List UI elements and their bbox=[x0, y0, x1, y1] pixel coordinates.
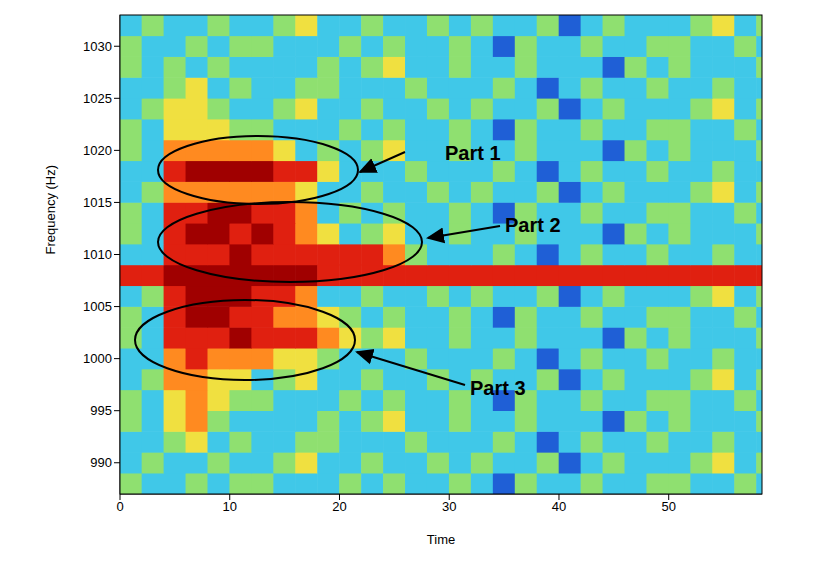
svg-text:1020: 1020 bbox=[83, 143, 112, 158]
svg-text:1005: 1005 bbox=[83, 299, 112, 314]
svg-text:Time: Time bbox=[427, 532, 455, 547]
svg-text:1030: 1030 bbox=[83, 39, 112, 54]
svg-text:Part 3: Part 3 bbox=[470, 377, 526, 399]
svg-text:20: 20 bbox=[332, 499, 346, 514]
svg-text:10: 10 bbox=[223, 499, 237, 514]
svg-text:990: 990 bbox=[90, 455, 112, 470]
svg-text:995: 995 bbox=[90, 403, 112, 418]
svg-text:40: 40 bbox=[552, 499, 566, 514]
svg-text:Part 1: Part 1 bbox=[445, 142, 501, 164]
svg-text:1000: 1000 bbox=[83, 351, 112, 366]
svg-text:Frequency (Hz): Frequency (Hz) bbox=[43, 165, 58, 255]
svg-text:1025: 1025 bbox=[83, 91, 112, 106]
svg-text:1010: 1010 bbox=[83, 247, 112, 262]
svg-text:1015: 1015 bbox=[83, 195, 112, 210]
svg-text:Part 2: Part 2 bbox=[505, 214, 561, 236]
svg-text:30: 30 bbox=[442, 499, 456, 514]
svg-text:50: 50 bbox=[661, 499, 675, 514]
svg-text:0: 0 bbox=[116, 499, 123, 514]
